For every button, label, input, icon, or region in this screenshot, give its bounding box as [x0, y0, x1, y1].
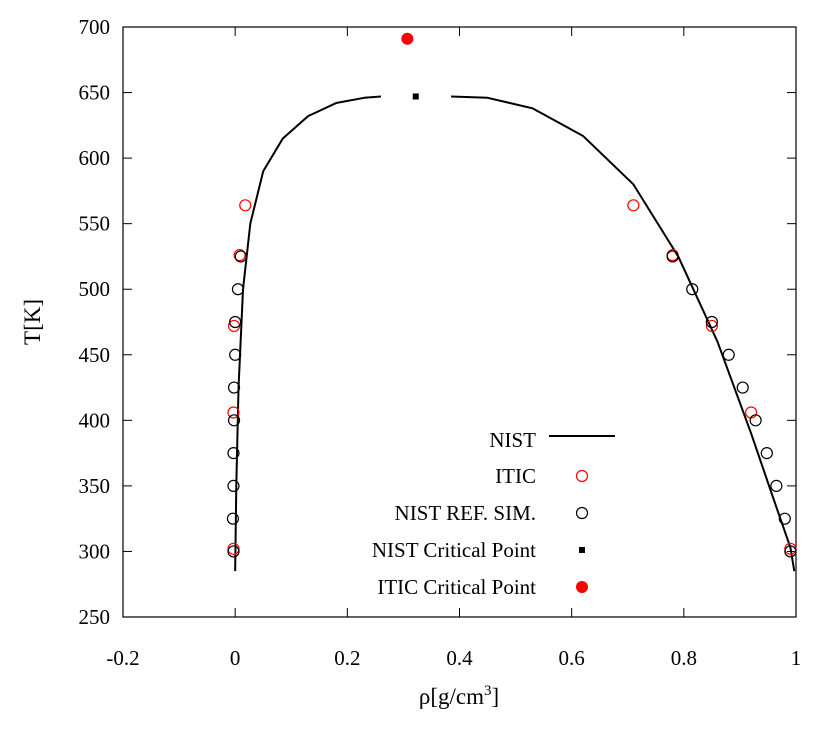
- data-point: [226, 512, 240, 525]
- data-point: [227, 479, 240, 492]
- y-tick-label: 400: [79, 408, 111, 432]
- x-tick-label: 0.4: [446, 646, 473, 670]
- series-line: [234, 95, 796, 572]
- series-line: [234, 95, 382, 572]
- series-line: [451, 95, 796, 572]
- y-tick-label: 550: [79, 212, 111, 236]
- legend-swatch: [575, 506, 589, 520]
- series-filled-square: [412, 93, 419, 100]
- data-point: [233, 249, 246, 262]
- data-point: [749, 414, 762, 427]
- data-point: [760, 447, 773, 460]
- y-tick-label: 350: [79, 474, 111, 498]
- data-point: [229, 315, 242, 329]
- legend-label: ITIC Critical Point: [377, 575, 536, 599]
- axis-ticks: [122, 26, 797, 618]
- x-tick-label: 0.2: [334, 646, 360, 670]
- data-point: [401, 32, 414, 45]
- data-point: [227, 542, 240, 555]
- data-point: [705, 315, 718, 329]
- y-tick-label: 500: [79, 277, 111, 301]
- data-point: [227, 381, 241, 394]
- data-point: [784, 545, 797, 558]
- axis-tick-labels: -0.2 0 0.2 0.4 0.6 0.8 1 250 300 350 400 450 500 550 6…: [79, 15, 802, 670]
- x-axis-label: ρ[g/cm3]: [419, 683, 499, 709]
- data-point: [705, 319, 718, 333]
- data-point: [722, 348, 735, 361]
- legend-label: NIST REF. SIM.: [395, 501, 536, 525]
- x-tick-label: 0: [230, 646, 241, 670]
- data-point: [412, 93, 419, 100]
- plot-frame: [122, 26, 797, 618]
- legend-label: NIST Critical Point: [372, 538, 536, 562]
- data-point: [770, 479, 783, 492]
- data-point: [227, 406, 240, 419]
- y-tick-label: 300: [79, 539, 111, 563]
- data-point: [239, 199, 252, 212]
- data-point: [627, 199, 640, 212]
- y-tick-label: 700: [79, 15, 111, 39]
- data-series: [226, 32, 797, 572]
- x-tick-label: 0.8: [671, 646, 697, 670]
- data-point: [231, 283, 245, 296]
- x-tick-label: 1: [791, 646, 802, 670]
- y-tick-label: 250: [79, 605, 111, 629]
- legend-swatch: [575, 469, 589, 483]
- y-tick-label: 450: [79, 343, 111, 367]
- legend-swatch: [579, 547, 585, 553]
- data-point: [666, 250, 679, 263]
- data-point: [736, 381, 749, 394]
- y-tick-label: 650: [79, 81, 111, 105]
- series-open-circle: [226, 250, 797, 558]
- data-point: [227, 414, 241, 427]
- data-point: [227, 447, 240, 460]
- data-point: [234, 250, 247, 263]
- legend-label: ITIC: [495, 464, 536, 488]
- data-point: [227, 545, 240, 558]
- y-tick-label: 600: [79, 146, 111, 170]
- series-filled-circle: [401, 32, 414, 45]
- x-tick-label: -0.2: [106, 646, 139, 670]
- y-axis-label: T[K]: [20, 299, 45, 345]
- legend-label: NIST: [489, 428, 536, 452]
- legend-swatch: [576, 581, 588, 593]
- data-point: [778, 512, 791, 525]
- legend: NIST ITIC NIST REF. SIM. NIST Critical Poin…: [372, 428, 615, 599]
- data-point: [229, 348, 242, 361]
- x-tick-label: 0.6: [559, 646, 585, 670]
- data-point: [686, 283, 699, 296]
